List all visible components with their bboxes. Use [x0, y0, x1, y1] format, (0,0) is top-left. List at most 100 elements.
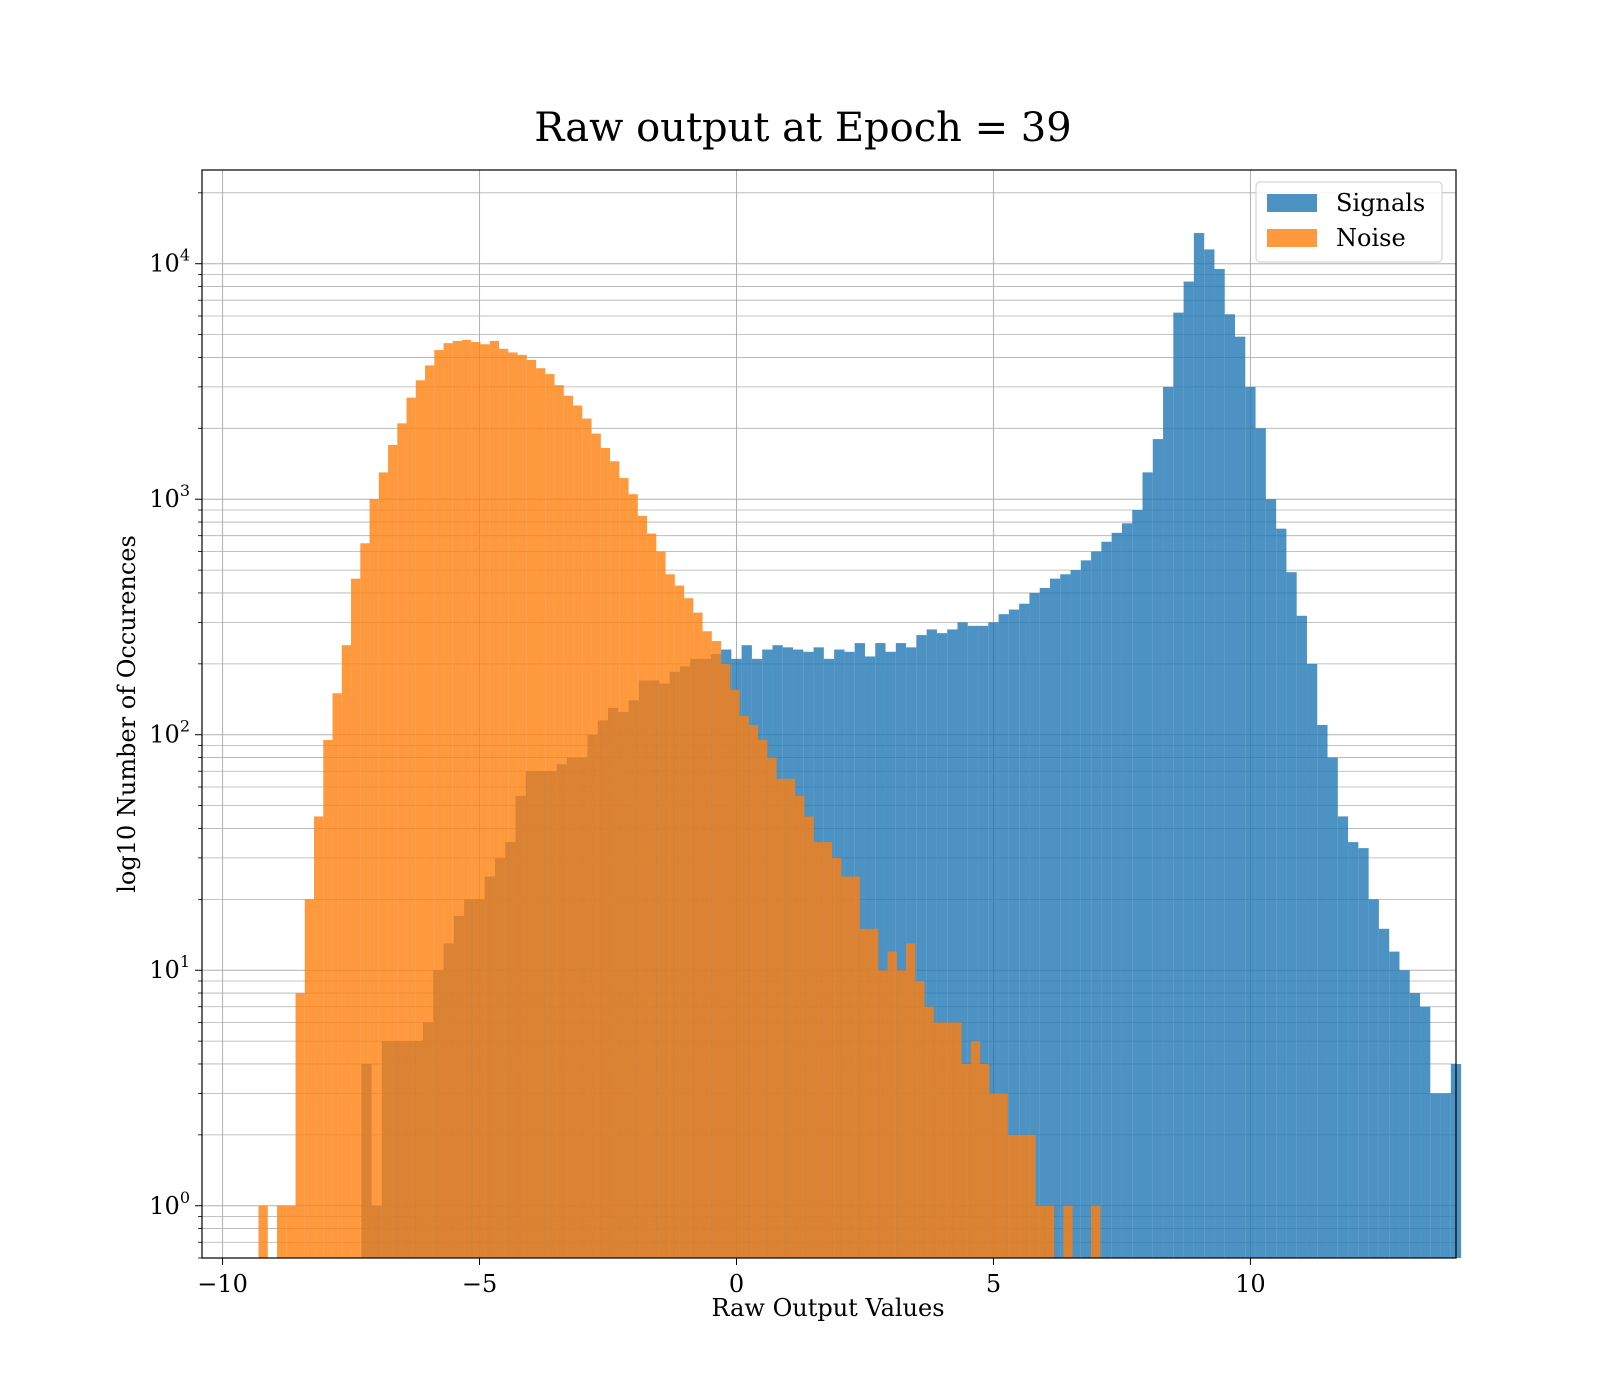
bar-signals	[1039, 587, 1050, 1258]
bar-signals	[1142, 472, 1153, 1258]
bar-signals	[988, 622, 999, 1258]
bar-noise	[684, 598, 694, 1258]
bar-signals	[1152, 439, 1164, 1258]
bar-signals	[916, 635, 927, 1258]
x-tick-label: 0	[729, 1270, 744, 1298]
bar-noise	[1063, 1205, 1073, 1258]
bar-signals	[1101, 541, 1112, 1258]
bar-noise	[388, 444, 398, 1258]
bar-signals	[1337, 816, 1349, 1258]
bar-noise	[425, 365, 435, 1258]
bar-noise	[896, 970, 907, 1258]
bar-noise	[721, 663, 731, 1258]
bar-signals	[1193, 233, 1205, 1259]
bar-noise	[637, 515, 648, 1258]
bar-signals	[1080, 560, 1092, 1258]
bar-noise	[258, 1205, 268, 1258]
bar-noise	[1007, 1134, 1018, 1258]
bar-signals	[1306, 663, 1318, 1258]
bar-noise	[859, 928, 870, 1258]
bar-noise	[434, 350, 444, 1258]
bar-signals	[1173, 312, 1184, 1259]
x-tick-label: 10	[1235, 1270, 1266, 1298]
bar-noise	[443, 343, 453, 1258]
bar-noise	[702, 631, 712, 1258]
bar-signals	[1214, 268, 1225, 1258]
bar-signals	[1091, 551, 1102, 1258]
bar-noise	[748, 724, 759, 1258]
bar-noise	[415, 380, 426, 1258]
bar-signals	[1420, 1006, 1431, 1258]
bar-signals	[1060, 574, 1071, 1258]
bar-signals	[1183, 281, 1194, 1259]
bar-noise	[961, 1063, 971, 1258]
bar-signals	[1430, 1093, 1441, 1258]
bar-signals	[1265, 499, 1277, 1258]
bar-signals	[978, 625, 989, 1258]
legend-swatch-signals	[1267, 194, 1317, 212]
bar-noise	[341, 645, 352, 1258]
bar-noise	[813, 842, 823, 1258]
bar-noise	[795, 795, 805, 1258]
bar-noise	[480, 344, 490, 1259]
bar-noise	[970, 1041, 981, 1258]
bar-signals	[1348, 842, 1359, 1258]
bar-noise	[665, 574, 675, 1258]
series-noise	[258, 339, 1101, 1259]
bar-signals	[1029, 592, 1040, 1258]
bar-noise	[980, 1063, 990, 1258]
bar-signals	[1245, 386, 1256, 1259]
bar-signals	[1204, 249, 1215, 1258]
bar-noise	[471, 342, 481, 1258]
legend-label-noise: Noise	[1336, 224, 1406, 252]
legend-label-signals: Signals	[1336, 189, 1425, 217]
bar-noise	[1044, 1205, 1055, 1258]
bar-noise	[1026, 1134, 1036, 1258]
legend-swatch-noise	[1267, 229, 1317, 247]
bar-noise	[277, 1205, 287, 1258]
bar-noise	[628, 494, 638, 1258]
bar-signals	[1389, 951, 1400, 1258]
legend: Signals Noise	[1255, 181, 1443, 263]
bar-noise	[286, 1205, 296, 1258]
bar-signals	[875, 643, 886, 1258]
bar-signals	[1317, 724, 1328, 1258]
bar-noise	[989, 1093, 999, 1258]
bar-signals	[947, 629, 958, 1258]
bar-noise	[850, 876, 860, 1258]
bar-signals	[1235, 336, 1246, 1258]
bar-noise	[295, 993, 305, 1258]
bar-signals	[1049, 578, 1061, 1258]
bar-noise	[304, 899, 315, 1258]
bar-noise	[869, 928, 879, 1258]
y-tick-label: 100	[149, 1188, 190, 1220]
bar-noise	[545, 374, 555, 1258]
bar-noise	[582, 418, 592, 1259]
bar-signals	[1358, 848, 1369, 1258]
plot-area	[201, 169, 1462, 1259]
bar-noise	[378, 472, 389, 1258]
bar-noise	[878, 970, 888, 1258]
bar-signals	[1121, 523, 1133, 1258]
bar-noise	[841, 876, 851, 1258]
bar-signals	[1224, 314, 1236, 1258]
x-tick-label: 5	[986, 1270, 1001, 1298]
y-axis-label: log10 Number of Occurences	[113, 535, 141, 893]
bar-noise	[369, 499, 379, 1258]
bar-signals	[1019, 603, 1030, 1258]
bar-noise	[573, 405, 583, 1258]
bar-noise	[674, 585, 685, 1258]
y-axis-ticks: 100 101 102 103 104	[149, 192, 202, 1259]
bar-signals	[1409, 993, 1421, 1258]
bar-noise	[906, 943, 916, 1258]
bar-signals	[967, 625, 979, 1258]
bar-signals	[1368, 899, 1379, 1258]
bar-signals	[1286, 572, 1297, 1258]
bar-noise	[711, 641, 722, 1258]
bar-noise	[554, 385, 564, 1258]
bar-noise	[776, 778, 786, 1258]
bar-noise	[1091, 1205, 1101, 1258]
bar-noise	[1017, 1134, 1027, 1258]
y-tick-label: 104	[149, 246, 190, 278]
